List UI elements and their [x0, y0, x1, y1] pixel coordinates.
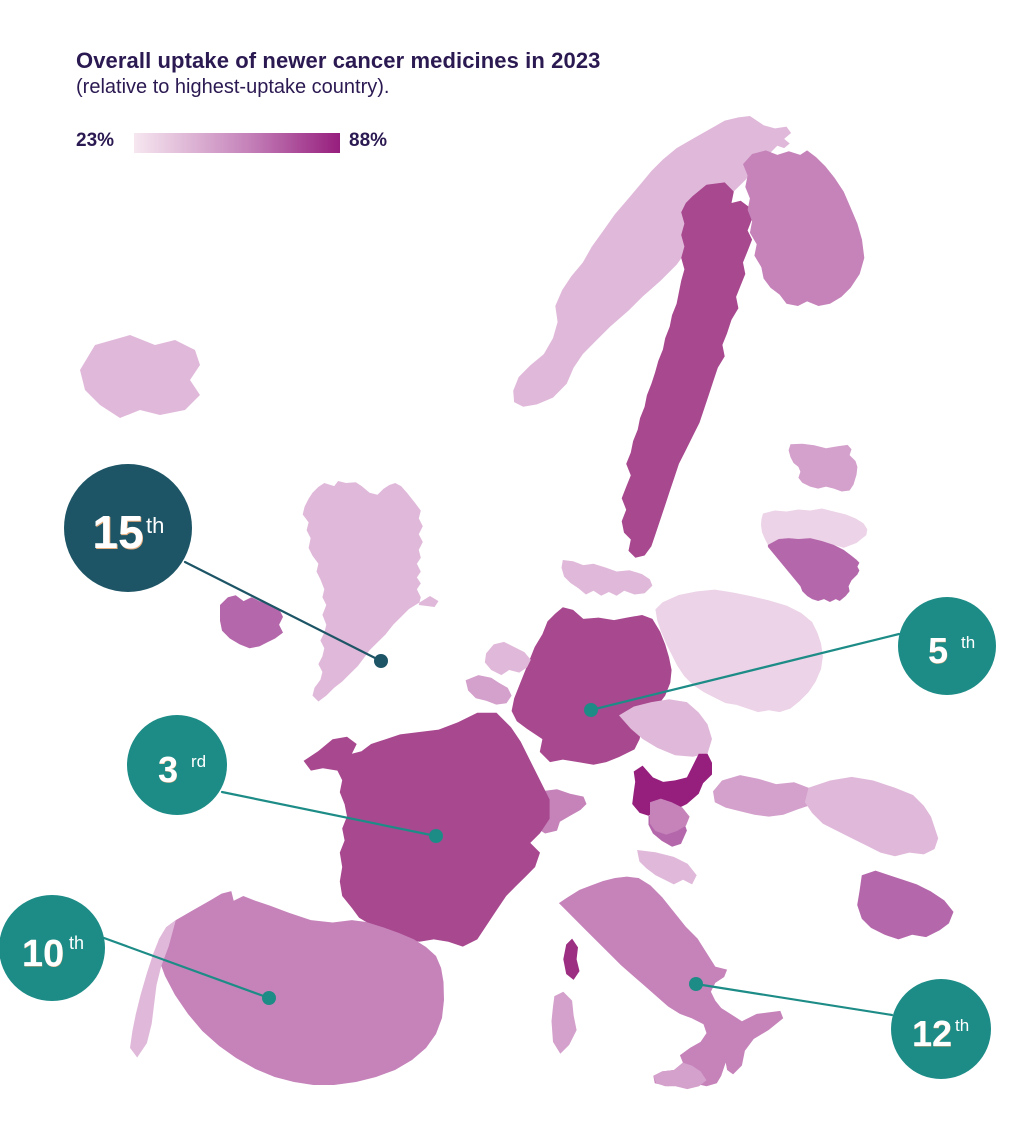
svg-text:10: 10 [22, 933, 64, 975]
svg-text:th: th [955, 1016, 969, 1035]
svg-text:th: th [69, 933, 84, 953]
svg-text:th: th [961, 633, 975, 652]
svg-text:rd: rd [191, 752, 206, 771]
svg-text:th: th [146, 513, 164, 538]
svg-text:3: 3 [158, 749, 178, 790]
svg-text:15: 15 [92, 506, 143, 558]
svg-text:5: 5 [928, 630, 948, 671]
svg-text:12: 12 [912, 1013, 952, 1054]
